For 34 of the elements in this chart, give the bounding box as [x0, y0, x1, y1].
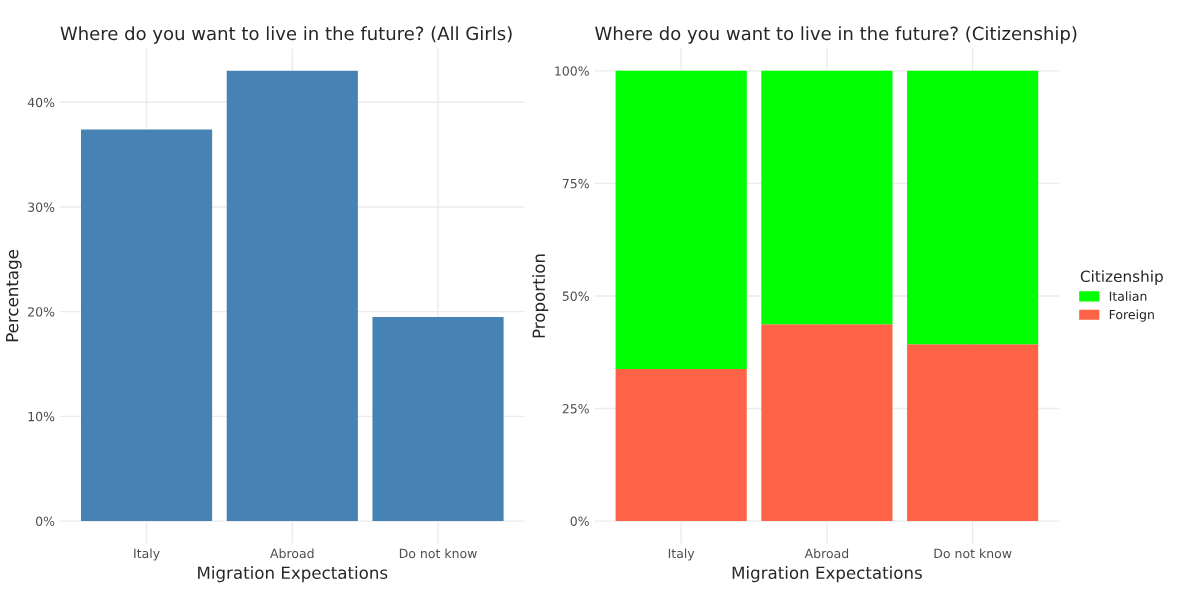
bar [761, 324, 893, 522]
legend-label: Foreign [1109, 309, 1154, 322]
y-axis-title: Proportion [532, 254, 549, 338]
y-tick-label: 30% [28, 202, 55, 212]
bar [80, 129, 213, 522]
y-tick-label: 0% [570, 516, 589, 527]
x-axis-title: Migration Expectations [732, 566, 922, 583]
chart-title: Where do you want to live in the future? (All Girls) [60, 26, 512, 44]
x-tick-label: Abroad [270, 548, 314, 559]
bar [226, 70, 358, 522]
x-tick-label: Do not know [399, 548, 477, 559]
bar [907, 70, 1039, 345]
y-axis-title: Percentage [6, 249, 22, 342]
bar [761, 70, 893, 325]
legend-title: Citizenship [1080, 270, 1163, 286]
bar [615, 368, 747, 522]
bar [907, 344, 1039, 522]
x-tick-label: Italy [668, 548, 695, 561]
y-tick-label: 75% [562, 178, 589, 189]
x-tick-label: Italy [134, 548, 160, 561]
y-tick-label: 25% [562, 404, 589, 414]
bar [615, 70, 747, 369]
y-tick-label: 0% [35, 516, 55, 527]
bar [372, 316, 504, 522]
y-tick-label: 10% [28, 411, 55, 422]
y-tick-label: 50% [562, 291, 589, 301]
y-tick-label: 20% [28, 307, 55, 317]
x-axis-title: Migration Expectations [198, 566, 388, 583]
x-tick-label: Abroad [804, 548, 849, 559]
y-tick-label: 100% [555, 66, 589, 76]
chart-title: Where do you want to live in the future? (Citizenship) [595, 26, 1077, 44]
x-tick-label: Do not know [934, 548, 1012, 559]
legend-label: Italian [1109, 291, 1147, 301]
y-tick-label: 40% [27, 97, 55, 108]
